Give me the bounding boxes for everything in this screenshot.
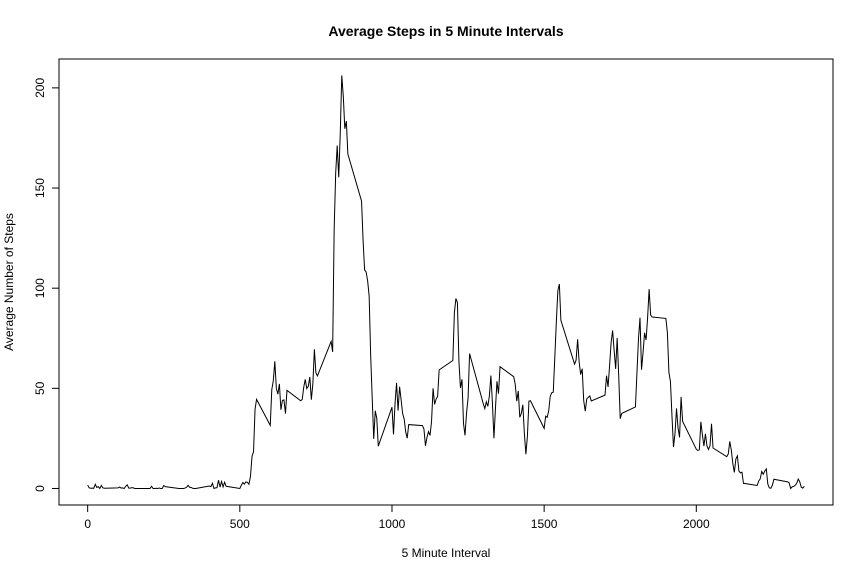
y-tick-label: 50 xyxy=(33,381,47,395)
x-tick-label: 500 xyxy=(230,517,250,531)
y-tick-label: 150 xyxy=(33,178,47,198)
x-axis-label: 5 Minute Interval xyxy=(402,546,491,560)
y-tick-label: 100 xyxy=(33,278,47,298)
plot-frame xyxy=(58,58,834,506)
x-tick-label: 1500 xyxy=(531,517,558,531)
y-axis-label: Average Number of Steps xyxy=(2,213,16,351)
x-tick-label: 2000 xyxy=(683,517,710,531)
x-tick-label: 0 xyxy=(84,517,91,531)
chart-title: Average Steps in 5 Minute Intervals xyxy=(328,23,563,39)
data-line xyxy=(87,75,805,490)
y-tick-label: 200 xyxy=(33,78,47,98)
y-tick-label: 0 xyxy=(33,485,47,492)
x-tick-label: 1000 xyxy=(379,517,406,531)
